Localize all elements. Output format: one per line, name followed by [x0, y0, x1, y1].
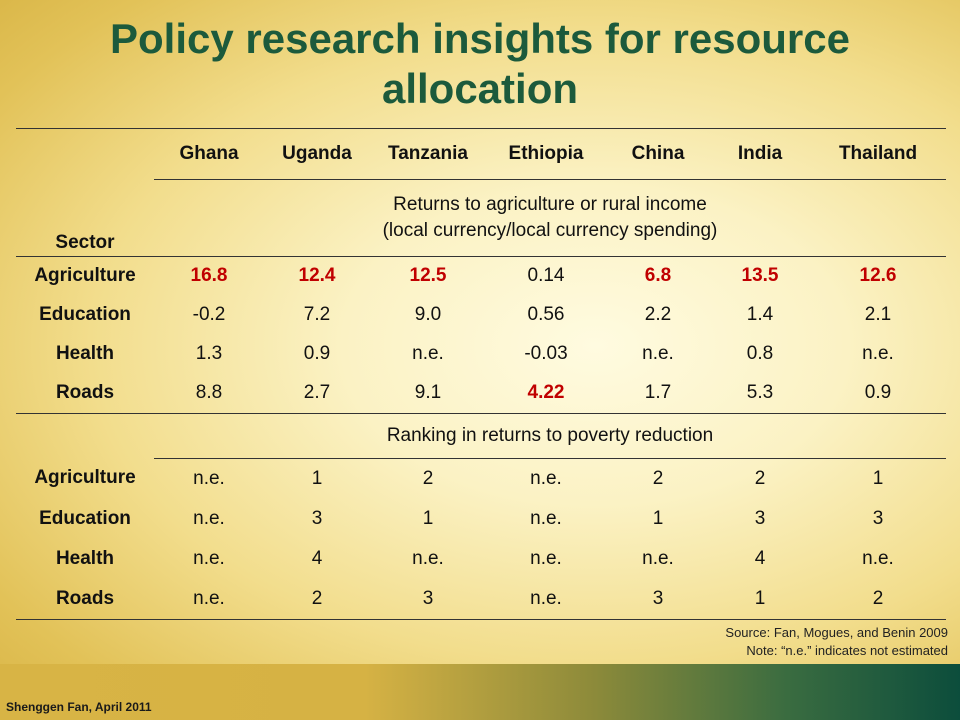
- value-cell: 1: [872, 467, 884, 489]
- value-cell: 8.8: [154, 373, 264, 414]
- value-cell: 4.22: [486, 373, 606, 414]
- value-cell: 12.4: [298, 265, 336, 286]
- value-cell: 2: [652, 467, 664, 489]
- value-cell: n.e.: [193, 507, 225, 529]
- value-cell: -0.2: [192, 304, 226, 325]
- footer-band: [0, 664, 960, 720]
- value-cell: n.e.: [642, 547, 674, 569]
- table-row: Agriculture n.e. 1 2 n.e. 2 2 1: [16, 458, 946, 499]
- value-cell: 12.6: [859, 265, 897, 286]
- source-note: Source: Fan, Mogues, and Benin 2009 Note…: [725, 624, 948, 660]
- value-cell: n.e.: [154, 578, 264, 620]
- value-cell: 3: [311, 507, 323, 529]
- country-header: Uganda: [264, 128, 370, 180]
- value-cell: 2: [264, 578, 370, 620]
- country-header: Thailand: [810, 128, 946, 180]
- table-row: Roads n.e. 2 3 n.e. 3 1 2: [16, 578, 946, 620]
- value-cell: n.e.: [486, 578, 606, 620]
- sector-name: Agriculture: [34, 467, 136, 489]
- value-cell: 4: [311, 547, 323, 569]
- section-ranking-title: Ranking in returns to poverty reduction: [154, 413, 946, 459]
- value-cell: 1.7: [606, 373, 710, 414]
- value-cell: n.e.: [862, 343, 894, 364]
- header-blank: [16, 128, 154, 180]
- value-cell: n.e.: [862, 547, 894, 569]
- value-cell: n.e.: [412, 343, 444, 364]
- note-line: Note: “n.e.” indicates not estimated: [746, 643, 948, 658]
- value-cell: n.e.: [530, 547, 562, 569]
- value-cell: 2: [422, 467, 434, 489]
- value-cell: 0.9: [303, 343, 331, 364]
- slide-title: Policy research insights for resource al…: [110, 15, 850, 112]
- value-cell: 1: [422, 507, 434, 529]
- value-cell: 12.5: [409, 265, 447, 286]
- value-cell: 2.7: [264, 373, 370, 414]
- section-ranking-header: Ranking in returns to poverty reduction: [16, 413, 946, 459]
- table-row: Education -0.2 7.2 9.0 0.56 2.2 1.4 2.1: [16, 296, 946, 335]
- table-row: Agriculture 16.8 12.4 12.5 0.14 6.8 13.5 12.6: [16, 256, 946, 296]
- value-cell: 2: [810, 578, 946, 620]
- value-cell: n.e.: [412, 547, 444, 569]
- sector-label: Sector: [16, 179, 154, 257]
- value-cell: n.e.: [530, 467, 562, 489]
- table-row: Health n.e. 4 n.e. n.e. n.e. 4 n.e.: [16, 539, 946, 579]
- value-cell: n.e.: [193, 467, 225, 489]
- country-header: China: [606, 128, 710, 180]
- value-cell: 13.5: [741, 265, 779, 286]
- section-returns-header: Sector Returns to agriculture or rural i…: [16, 179, 946, 257]
- value-cell: 1: [311, 467, 323, 489]
- table-row: Roads 8.8 2.7 9.1 4.22 1.7 5.3 0.9: [16, 373, 946, 414]
- value-cell: 0.9: [810, 373, 946, 414]
- sector-name: Agriculture: [34, 265, 136, 286]
- value-cell: 3: [370, 578, 486, 620]
- country-header: Tanzania: [370, 128, 486, 180]
- sector-name: Education: [39, 304, 131, 325]
- source-line: Source: Fan, Mogues, and Benin 2009: [725, 625, 948, 640]
- country-header: India: [710, 128, 810, 180]
- section-returns-line2: (local currency/local currency spending): [382, 219, 718, 241]
- value-cell: 1.3: [195, 343, 223, 364]
- value-cell: n.e.: [193, 547, 225, 569]
- country-header: Ethiopia: [486, 128, 606, 180]
- section-returns-title: Returns to agriculture or rural income (…: [154, 179, 946, 257]
- value-cell: 3: [872, 507, 884, 529]
- value-cell: 2.2: [644, 304, 672, 325]
- value-cell: 1: [710, 578, 810, 620]
- value-cell: n.e.: [642, 343, 674, 364]
- sector-name: Roads: [16, 578, 154, 620]
- value-cell: 0.56: [527, 304, 565, 325]
- value-cell: 9.1: [370, 373, 486, 414]
- table-header-row: Ghana Uganda Tanzania Ethiopia China Ind…: [16, 128, 946, 180]
- value-cell: 6.8: [644, 265, 672, 286]
- policy-table: Ghana Uganda Tanzania Ethiopia China Ind…: [16, 128, 946, 620]
- sector-name: Health: [55, 343, 115, 364]
- value-cell: 0.8: [746, 343, 774, 364]
- value-cell: 2.1: [864, 304, 892, 325]
- value-cell: 4: [754, 547, 766, 569]
- ranking-blank: [16, 413, 154, 458]
- value-cell: 7.2: [303, 304, 331, 325]
- ranking-body: Agriculture n.e. 1 2 n.e. 2 2 1 Education n.e. 3 1 n…: [16, 458, 946, 620]
- table-row: Health 1.3 0.9 n.e. -0.03 n.e. 0.8 n.e.: [16, 335, 946, 374]
- sector-name: Roads: [16, 373, 154, 414]
- returns-body: Agriculture 16.8 12.4 12.5 0.14 6.8 13.5 12.6 Ed…: [16, 256, 946, 414]
- value-cell: 5.3: [710, 373, 810, 414]
- value-cell: 9.0: [414, 304, 442, 325]
- value-cell: -0.03: [524, 343, 568, 364]
- sector-name: Education: [39, 507, 131, 529]
- value-cell: n.e.: [530, 507, 562, 529]
- value-cell: 3: [754, 507, 766, 529]
- value-cell: 0.14: [527, 265, 565, 286]
- value-cell: 1: [652, 507, 664, 529]
- footer-author: Shenggen Fan, April 2011: [6, 700, 152, 714]
- sector-name: Health: [55, 547, 115, 569]
- value-cell: 16.8: [190, 265, 228, 286]
- value-cell: 3: [606, 578, 710, 620]
- country-header: Ghana: [154, 128, 264, 180]
- section-returns-line1: Returns to agriculture or rural income: [393, 193, 707, 215]
- value-cell: 2: [754, 467, 766, 489]
- table-row: Education n.e. 3 1 n.e. 1 3 3: [16, 499, 946, 539]
- value-cell: 1.4: [746, 304, 774, 325]
